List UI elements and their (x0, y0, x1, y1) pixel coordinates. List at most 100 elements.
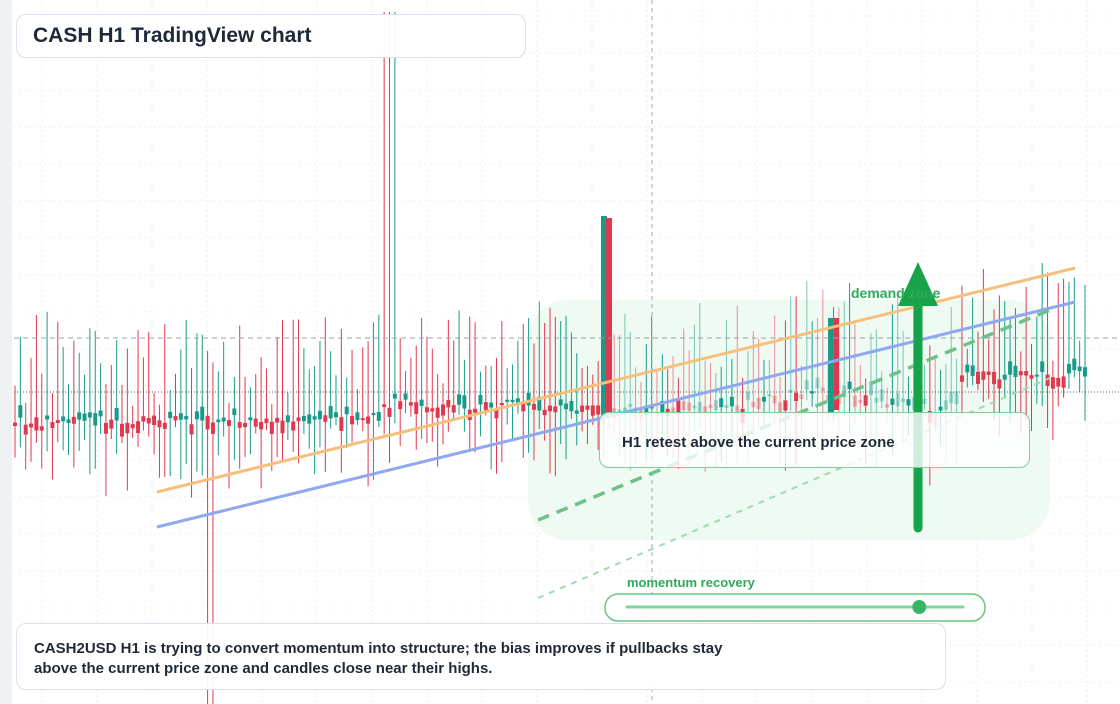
candle-body (671, 407, 676, 414)
candle-body (280, 420, 285, 434)
candle-body (794, 392, 799, 401)
candle-body (403, 393, 408, 400)
candle-body (77, 412, 82, 420)
candle-body (259, 421, 264, 430)
left-axis-strip (0, 0, 12, 704)
projection-line (537, 308, 1051, 522)
candle-body (291, 421, 296, 431)
candle-body (120, 423, 124, 437)
candle-body (168, 411, 173, 419)
candle-body (328, 405, 333, 419)
candle-body (189, 424, 194, 435)
candle-body (39, 426, 44, 431)
candle-body (312, 416, 317, 420)
candle-body (253, 418, 258, 427)
candle-body (724, 404, 729, 408)
candle-body (237, 422, 242, 428)
candle-body (580, 405, 585, 412)
momentum-level-marker[interactable] (912, 600, 927, 614)
candle-body (141, 416, 146, 422)
projection-line-lower (537, 377, 1051, 599)
candle-body (200, 406, 205, 421)
candle-body (548, 405, 552, 412)
candle-body (1024, 371, 1029, 376)
candle-body (152, 415, 157, 426)
candle-body (446, 400, 451, 408)
candle-body (499, 402, 504, 406)
candle-body (869, 381, 873, 396)
candle-body (162, 422, 167, 429)
candle-body (922, 398, 927, 405)
candle-body (521, 402, 526, 412)
candle-body (82, 413, 87, 421)
candle-body (473, 408, 478, 413)
candle-body (1002, 374, 1007, 380)
candle-body (317, 410, 322, 420)
summary-text: CASH2USD H1 is trying to convert momentu… (34, 640, 723, 677)
candle-body (66, 419, 71, 423)
candle-body (542, 409, 547, 416)
candle-body (949, 391, 954, 404)
candle-body (965, 364, 970, 373)
retest-note: H1 retest above the current price zone (622, 434, 895, 451)
candle-body (109, 419, 114, 429)
candle-body (970, 365, 975, 376)
candle-body (804, 380, 809, 390)
candle-body (87, 412, 92, 418)
candle-body (248, 417, 253, 421)
candle-body (419, 399, 424, 406)
candle-body (457, 394, 462, 405)
candle-body (382, 404, 387, 408)
candle-body (1029, 375, 1034, 379)
candle-body (879, 389, 884, 402)
candle-body (986, 371, 991, 376)
candle-body (29, 423, 34, 428)
candle-body (938, 406, 943, 411)
candle-body (858, 399, 863, 403)
candle-body (756, 397, 761, 410)
candle-body (906, 399, 911, 406)
demand-zone-label: demand zone (851, 285, 941, 301)
candle-body (264, 418, 269, 424)
candle-body (828, 318, 833, 413)
candle-body (842, 385, 847, 398)
candle-body (269, 421, 274, 434)
candle-body (703, 406, 708, 416)
candle-body (831, 389, 836, 394)
candle-body (1045, 374, 1050, 386)
momentum-indicator[interactable] (604, 593, 986, 622)
candle-body (778, 402, 783, 416)
candle-body (558, 399, 563, 406)
candle-body (553, 406, 558, 413)
candle-body (23, 424, 28, 435)
candle-body (574, 410, 579, 414)
candle-body (296, 417, 301, 422)
candle-body (606, 218, 612, 414)
title-panel: CASH H1 TradingView chart (16, 14, 526, 58)
candle-body (590, 405, 595, 416)
candle-body (435, 407, 440, 418)
candle-body (392, 393, 397, 399)
candle-body (366, 416, 371, 424)
candle-body (1077, 366, 1082, 372)
candle-body (692, 405, 697, 409)
candle-body (18, 405, 23, 418)
candle-body (243, 422, 248, 428)
candle-body (681, 401, 686, 411)
candle-body (901, 398, 906, 403)
candle-body (387, 407, 392, 417)
candle-body (398, 401, 403, 410)
candle-body (61, 416, 66, 422)
candle-body (350, 416, 355, 425)
candle-body (216, 419, 221, 423)
candle-body (103, 422, 108, 434)
candle-body (50, 422, 55, 429)
candle-body (194, 411, 199, 420)
candle-body (210, 422, 215, 434)
candle-body (997, 379, 1002, 389)
candle-body (874, 397, 879, 403)
candle-body (708, 404, 713, 409)
candle-body (285, 415, 290, 423)
bullish-arrow-icon (898, 262, 938, 306)
